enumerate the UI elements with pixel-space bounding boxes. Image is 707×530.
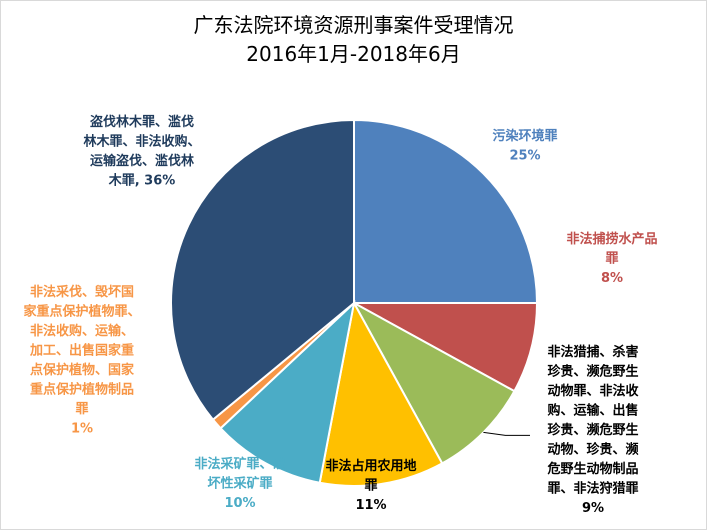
chart-subtitle: 2016年1月-2018年6月 [246,42,461,66]
slice-labels: 污染环境罪 25% 非法捕捞水产品罪 8% 非法猎捕、杀害珍贵、濒危野生动物罪、非法收购… [23,114,657,516]
pie-slices [170,118,539,487]
slice-label-4: 非法采矿罪、破坏性采矿罪 10% [194,456,285,511]
pie-slice-1 [353,302,539,393]
slice-label-6: 盗伐林木罪、滥伐林木罪、非法收购、运输盗伐、滥伐林木罪, 36% [83,114,200,189]
chart-title: 广东法院环境资源刑事案件受理情况 [193,13,514,37]
pie-slice-0 [353,118,539,304]
pie-slice-4 [219,300,356,484]
slice-label-0: 污染环境罪 25% [492,128,557,164]
leader-line-slice-2 [483,431,530,436]
leader-lines [483,431,530,436]
slice-label-1: 非法捕捞水产品罪 8% [566,231,657,286]
slice-label-5: 非法采伐、毁坏国家重点保护植物罪、非法收购、运输、加工、出售国家重点保护植物、国… [23,284,140,437]
pie-slice-2 [351,300,516,465]
slice-label-3: 非法占用农用地罪 11% [325,458,416,513]
pie-slice-6 [170,118,355,422]
pie-slice-3 [318,300,444,487]
slice-label-2: 非法猎捕、杀害珍贵、濒危野生动物罪、非法收购、运输、出售珍贵、濒危野生动物、珍贵… [547,344,639,516]
